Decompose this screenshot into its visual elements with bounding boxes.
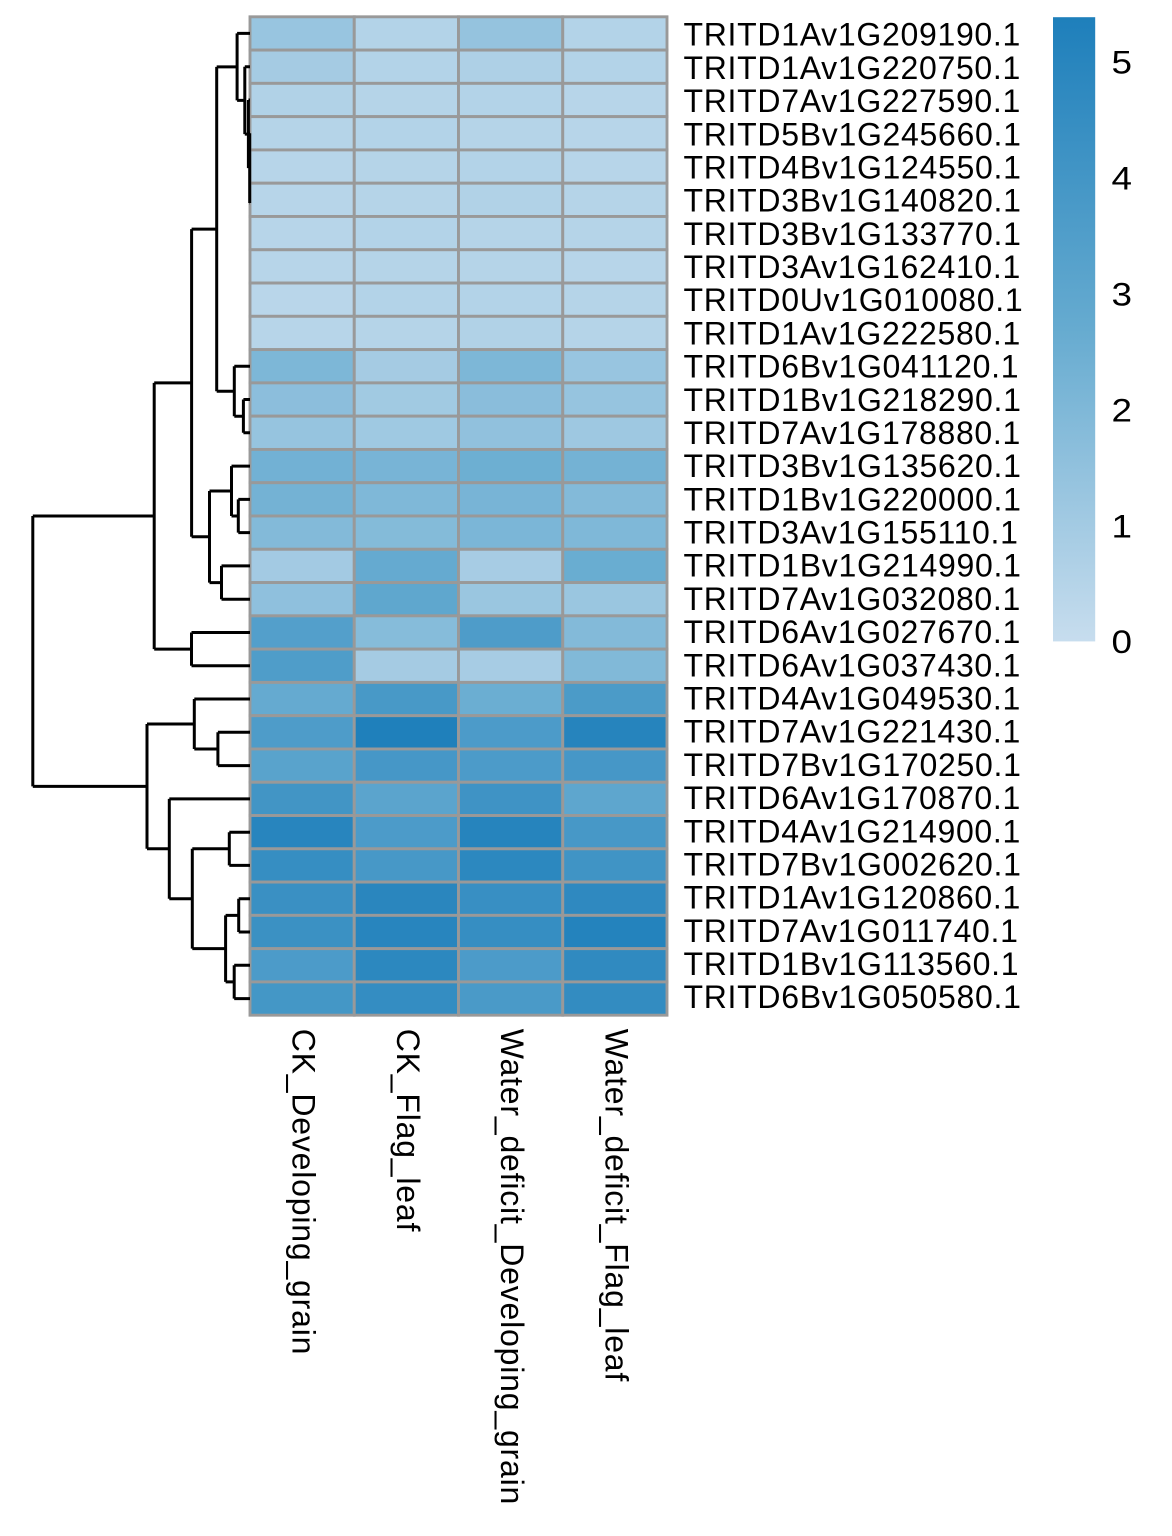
svg-text:TRITD1Bv1G214990.1: TRITD1Bv1G214990.1 [684, 548, 1022, 584]
svg-text:CK_Developing_grain: CK_Developing_grain [286, 1029, 322, 1356]
svg-text:TRITD7Av1G032080.1: TRITD7Av1G032080.1 [684, 581, 1022, 617]
svg-text:TRITD7Av1G221430.1: TRITD7Av1G221430.1 [684, 714, 1022, 750]
svg-text:CK_Flag_leaf: CK_Flag_leaf [390, 1029, 426, 1233]
svg-text:TRITD7Bv1G170250.1: TRITD7Bv1G170250.1 [684, 747, 1022, 783]
svg-text:TRITD3Bv1G133770.1: TRITD3Bv1G133770.1 [684, 216, 1022, 252]
svg-text:0: 0 [1112, 624, 1133, 660]
svg-text:TRITD1Av1G209190.1: TRITD1Av1G209190.1 [684, 17, 1022, 53]
svg-text:TRITD5Bv1G245660.1: TRITD5Bv1G245660.1 [684, 116, 1022, 152]
svg-text:TRITD0Uv1G010080.1: TRITD0Uv1G010080.1 [684, 282, 1024, 318]
svg-text:TRITD1Av1G220750.1: TRITD1Av1G220750.1 [684, 50, 1022, 86]
svg-text:TRITD6Av1G037430.1: TRITD6Av1G037430.1 [684, 647, 1022, 683]
svg-text:TRITD7Bv1G002620.1: TRITD7Bv1G002620.1 [684, 847, 1022, 883]
svg-text:Water_deficit_Developing_grain: Water_deficit_Developing_grain [494, 1029, 530, 1505]
svg-text:TRITD7Av1G227590.1: TRITD7Av1G227590.1 [684, 83, 1022, 119]
svg-text:TRITD6Av1G170870.1: TRITD6Av1G170870.1 [684, 780, 1022, 816]
svg-text:TRITD3Av1G155110.1: TRITD3Av1G155110.1 [684, 515, 1019, 551]
svg-text:TRITD1Bv1G218290.1: TRITD1Bv1G218290.1 [684, 382, 1022, 418]
svg-text:2: 2 [1112, 392, 1133, 428]
svg-text:TRITD6Av1G027670.1: TRITD6Av1G027670.1 [684, 614, 1022, 650]
svg-text:TRITD7Av1G011740.1: TRITD7Av1G011740.1 [684, 913, 1019, 949]
svg-text:TRITD4Av1G214900.1: TRITD4Av1G214900.1 [684, 813, 1022, 849]
svg-text:TRITD3Bv1G140820.1: TRITD3Bv1G140820.1 [684, 183, 1022, 219]
svg-text:3: 3 [1112, 276, 1133, 312]
svg-text:TRITD1Bv1G113560.1: TRITD1Bv1G113560.1 [684, 946, 1020, 982]
svg-text:TRITD1Bv1G220000.1: TRITD1Bv1G220000.1 [684, 481, 1022, 517]
svg-text:TRITD1Av1G120860.1: TRITD1Av1G120860.1 [684, 880, 1022, 916]
svg-text:Water_deficit_Flag_leaf: Water_deficit_Flag_leaf [598, 1029, 634, 1382]
svg-text:TRITD4Av1G049530.1: TRITD4Av1G049530.1 [684, 681, 1022, 717]
svg-text:TRITD3Av1G162410.1: TRITD3Av1G162410.1 [684, 249, 1022, 285]
svg-text:TRITD7Av1G178880.1: TRITD7Av1G178880.1 [684, 415, 1022, 451]
svg-text:TRITD6Bv1G041120.1: TRITD6Bv1G041120.1 [684, 349, 1020, 385]
svg-text:1: 1 [1112, 508, 1133, 544]
svg-text:TRITD3Bv1G135620.1: TRITD3Bv1G135620.1 [684, 448, 1022, 484]
svg-text:5: 5 [1112, 45, 1133, 81]
svg-text:TRITD1Av1G222580.1: TRITD1Av1G222580.1 [684, 315, 1022, 351]
svg-text:TRITD4Bv1G124550.1: TRITD4Bv1G124550.1 [684, 150, 1022, 186]
svg-text:TRITD6Bv1G050580.1: TRITD6Bv1G050580.1 [684, 979, 1022, 1015]
svg-text:4: 4 [1112, 160, 1133, 196]
